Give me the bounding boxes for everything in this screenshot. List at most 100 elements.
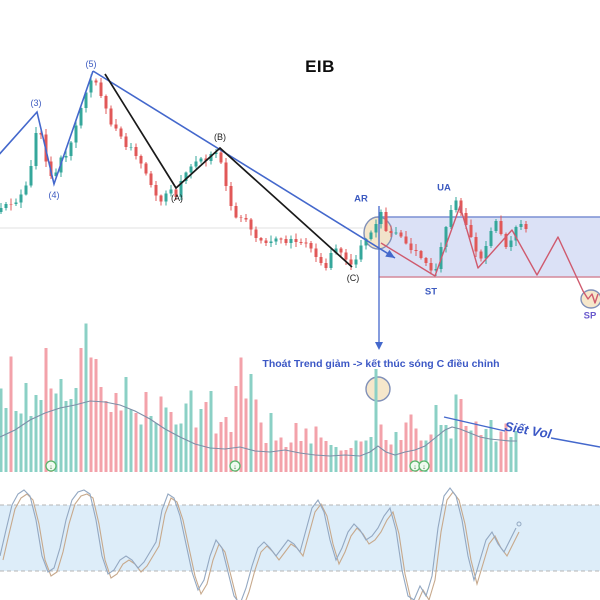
candle-body — [319, 257, 323, 263]
trendline-arrowhead — [385, 249, 395, 258]
volume-bar — [499, 431, 503, 472]
event-markers: ↓ ↓ ↓ ↓ — [45, 460, 430, 472]
candle-body — [124, 136, 128, 147]
wave-label-c: (C) — [346, 273, 360, 283]
candle-body — [459, 200, 463, 213]
volume-bar — [244, 398, 248, 472]
symbol-title: EIB — [305, 57, 335, 76]
candle-body — [384, 212, 388, 231]
candle-body — [374, 223, 378, 233]
volume-bar — [79, 347, 83, 472]
candle-body — [469, 225, 473, 237]
wave-label-b: (B) — [214, 132, 226, 142]
volume-bar — [419, 440, 423, 472]
candle-body — [34, 132, 38, 166]
volume-ma-line — [0, 400, 517, 457]
candle-body — [239, 217, 243, 219]
volume-bar — [279, 437, 283, 472]
volume-bar — [204, 402, 208, 472]
candle-body — [369, 232, 373, 239]
wave-label-st: ST — [424, 286, 438, 298]
candle-body — [154, 185, 158, 196]
volume-bar — [309, 443, 313, 472]
volume-bar — [14, 410, 18, 472]
volume-bar — [404, 422, 408, 472]
candle-body — [94, 80, 98, 83]
wave-label-4: (4) — [48, 190, 60, 200]
candle-body — [54, 172, 58, 176]
volume-bar — [84, 323, 88, 472]
candle-body — [379, 212, 383, 224]
volume-bar — [364, 440, 368, 472]
volume-bar — [19, 413, 23, 472]
candle-body — [524, 224, 528, 229]
candle-body — [254, 229, 258, 238]
candle-body — [4, 203, 8, 209]
candle-body — [419, 251, 423, 258]
volume-bar — [34, 395, 38, 472]
candle-body — [434, 269, 438, 271]
volume-bar — [114, 392, 118, 472]
candle-body — [429, 263, 433, 271]
oscillator-d-line — [2, 491, 520, 600]
volume-bar — [269, 412, 273, 472]
candle-body — [149, 173, 153, 185]
candle-body — [329, 253, 333, 268]
volume-bar — [319, 437, 323, 472]
siet-vol-line — [443, 416, 600, 448]
volume-bar — [374, 369, 378, 472]
oscillator-band — [0, 504, 600, 572]
volume-spike-highlight — [365, 376, 391, 402]
event-marker-circle — [229, 460, 241, 472]
trend-exit-note: Thoát Trend giảm -> kết thúc sóng C điều… — [262, 358, 500, 370]
down-arrowhead — [375, 342, 383, 350]
wave-label-3: (3) — [30, 98, 42, 108]
volume-bar — [304, 428, 308, 472]
candle-body — [494, 221, 498, 231]
candle-body — [39, 132, 43, 135]
candle-body — [234, 206, 238, 218]
candle-body — [344, 252, 348, 260]
candle-body — [359, 245, 363, 260]
abc-correction-line — [104, 73, 353, 268]
volume-bar — [314, 426, 318, 472]
candle-body — [389, 231, 393, 234]
volume-bar — [414, 428, 418, 472]
volume-bar — [429, 434, 433, 472]
volume-bar — [234, 385, 238, 472]
volume-bar — [149, 415, 153, 472]
candle-body — [174, 189, 178, 197]
volume-bar — [144, 391, 148, 472]
volume-bar — [104, 401, 108, 472]
wyckoff-schematic-line — [380, 205, 599, 304]
candle-body — [269, 241, 273, 243]
volume-bar — [434, 405, 438, 472]
volume-bar — [109, 412, 113, 472]
volume-bar — [464, 425, 468, 472]
candle-body — [144, 163, 148, 174]
candle-body — [424, 258, 428, 263]
candle-body — [464, 213, 468, 226]
volume-bar — [444, 424, 448, 472]
volume-bar — [134, 412, 138, 472]
volume-bar — [54, 393, 58, 472]
volume-bar — [384, 440, 388, 472]
candle-body — [299, 242, 303, 243]
candle-body — [504, 234, 508, 247]
volume-bar — [454, 394, 458, 472]
candle-body — [349, 259, 353, 265]
volume-bar — [254, 399, 258, 472]
candle-body — [194, 161, 198, 167]
candle-body — [224, 162, 228, 186]
volume-bar — [49, 388, 53, 472]
candle-body — [119, 128, 123, 137]
candle-body — [84, 92, 88, 108]
candle-body — [89, 80, 93, 93]
volume-bar — [119, 410, 123, 472]
volume-bar — [239, 357, 243, 472]
wave-label-sp: SP — [583, 310, 597, 322]
candle-body — [364, 239, 368, 246]
candle-body — [249, 219, 253, 230]
candle-body — [29, 165, 33, 186]
volume-bar — [474, 421, 478, 472]
